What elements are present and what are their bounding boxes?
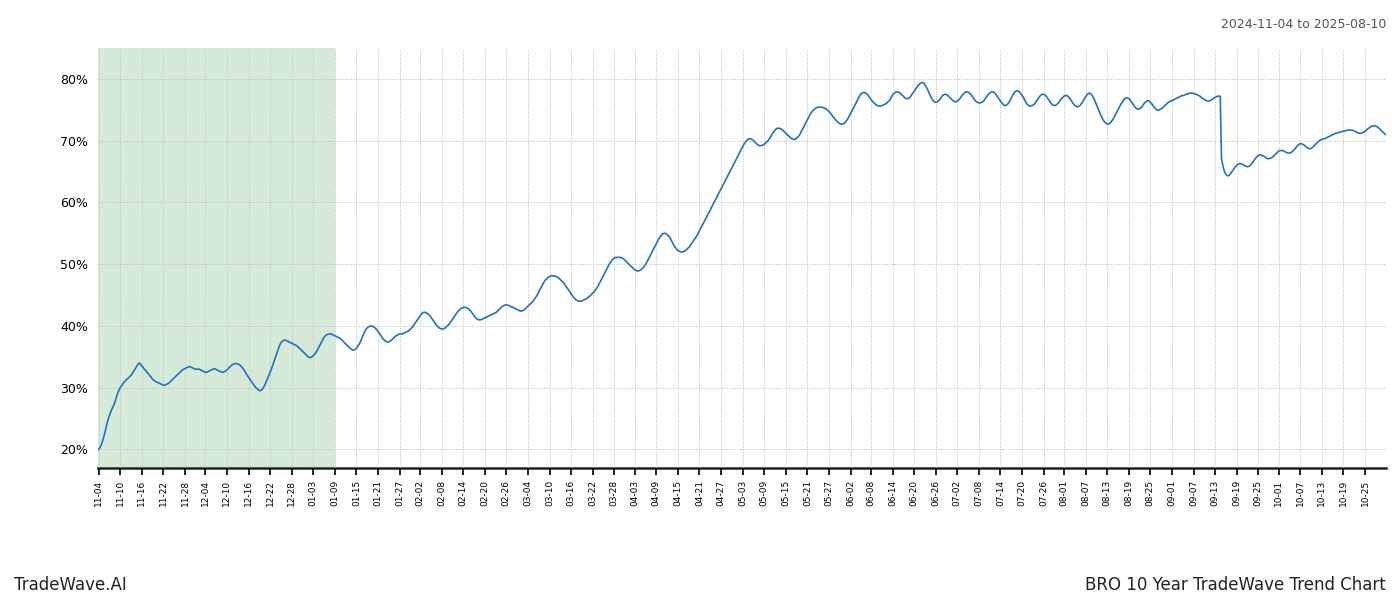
Bar [98, 48, 335, 468]
Text: 2024-11-04 to 2025-08-10: 2024-11-04 to 2025-08-10 [1221, 18, 1386, 31]
Text: BRO 10 Year TradeWave Trend Chart: BRO 10 Year TradeWave Trend Chart [1085, 576, 1386, 594]
Text: TradeWave.AI: TradeWave.AI [14, 576, 127, 594]
